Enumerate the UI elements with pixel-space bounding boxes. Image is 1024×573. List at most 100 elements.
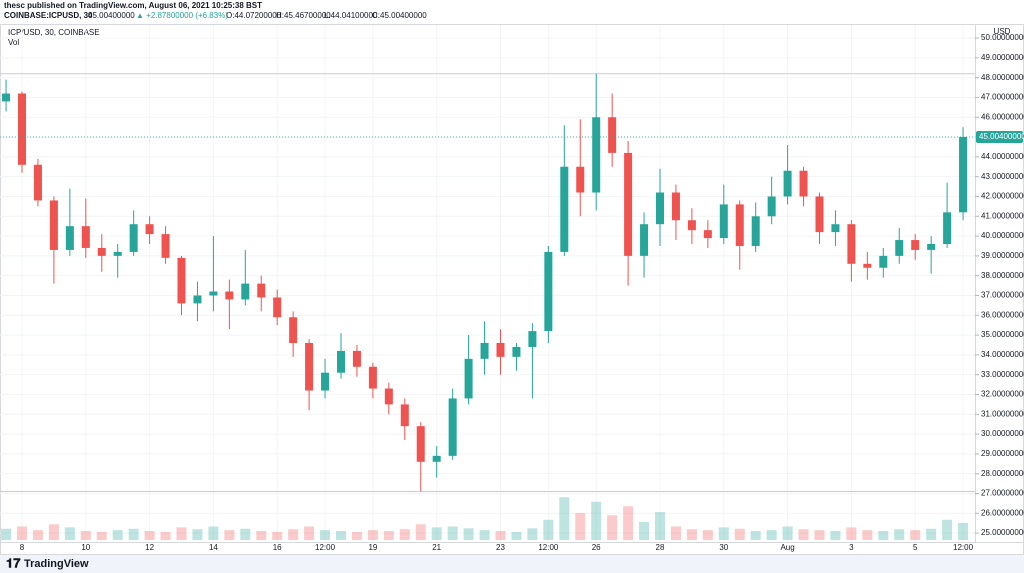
volume-bar [479,530,490,540]
publisher: thesc published on TradingView.com, Augu… [4,1,262,10]
y-tick-label: 27.00000000 [981,489,1024,498]
volume-bar [846,527,857,540]
volume-bar [351,531,362,540]
x-tick-label: 12:00 [315,543,336,552]
volume-bar [112,530,123,540]
volume-bar [798,529,809,540]
candle-body [464,358,473,399]
candle-body [145,224,154,235]
volume-bar [160,531,171,540]
candle-body [273,297,282,318]
volume-bar [639,522,650,540]
y-tick-label: 25.00000000 [981,528,1024,537]
y-tick-label: 33.00000000 [981,370,1024,379]
volume-bar [958,522,969,540]
candle-body [687,220,696,231]
volume-bar [910,530,921,540]
change: ▲ +2.87800000 (+6.83%) [136,11,228,20]
y-tick-label: 43.00000000 [981,172,1024,181]
candle-body [49,200,58,250]
y-tick-label: 32.00000000 [981,390,1024,399]
candle-body [528,331,537,347]
candle-body [719,204,728,239]
candle-body [895,240,904,256]
volume-bar [96,531,107,540]
y-tick-label: 47.00000000 [981,93,1024,102]
candle-body [560,166,569,252]
volume-bar [575,513,586,540]
volume-bar [288,529,299,540]
volume-bar [894,529,905,540]
volume-bar [128,528,139,540]
candle-body [2,93,11,102]
candle-body [448,398,457,456]
volume-bar [304,526,315,540]
candle-body [337,350,345,373]
volume-bar [224,530,235,540]
x-tick-label: 3 [849,543,854,552]
volume-bar [208,526,219,540]
candle-body [863,263,872,268]
y-tick-label: 29.00000000 [981,449,1024,458]
footer [0,555,1024,573]
volume-bar [431,527,442,540]
y-tick-label: 41.00000000 [981,211,1024,220]
volume-bar [64,527,75,540]
y-tick-label: 34.00000000 [981,350,1024,359]
brand-logo: 𝟏𝟕 [6,555,21,570]
candle-body [352,350,361,367]
y-axis-label: USD [994,27,1011,36]
candle-body [640,224,649,256]
candle-body [592,117,601,193]
volume-bar [718,527,729,540]
candle-body [305,343,314,391]
volume-bar [17,526,27,540]
volume-bar [320,530,331,540]
x-tick-label: 12:00 [538,543,559,552]
volume-bar [942,519,953,540]
y-tick-label: 28.00000000 [981,469,1024,478]
candle-body [544,251,553,332]
x-tick-label: 21 [432,543,441,552]
candle-body [113,251,122,256]
y-tick-label: 46.00000000 [981,112,1024,121]
candle-body [289,317,298,344]
x-tick-label: 26 [592,543,601,552]
y-tick-label: 31.00000000 [981,409,1024,418]
candle-body [735,204,744,246]
candle-body [671,192,680,221]
volume-bar [623,506,634,540]
candle-body [416,426,425,462]
candle-body [432,455,441,462]
candle-body [33,164,42,201]
candle-body [624,152,633,256]
volume-bar [782,526,793,540]
volume-bar [591,501,602,540]
candle-body [927,243,936,250]
volume-bar [702,530,713,540]
y-tick-label: 36.00000000 [981,310,1024,319]
last-price-box [976,130,1023,143]
x-tick-label: 19 [368,543,377,552]
x-tick-label: Aug [780,543,794,552]
candle-body [368,366,377,389]
volume-bar [750,531,761,540]
candle-body [81,226,90,248]
candle-body [608,117,617,153]
last-price-label: 45.00400000 [979,132,1024,141]
candle-body [512,346,521,357]
y-tick-label: 26.00000000 [981,508,1024,517]
candle-body [831,224,840,233]
price: 45.00400000 [88,11,135,20]
candle-body [177,257,186,304]
volume-bar [559,497,570,540]
candle-body [321,372,330,391]
candle-body [241,283,250,300]
ohlc-close: C:45.00400000 [372,11,427,20]
y-tick-label: 44.00000000 [981,152,1024,161]
x-tick-label: 28 [656,543,665,552]
candle-body [847,224,856,264]
candle-body [257,283,266,298]
volume-bar [192,529,203,540]
y-tick-label: 35.00000000 [981,330,1024,339]
